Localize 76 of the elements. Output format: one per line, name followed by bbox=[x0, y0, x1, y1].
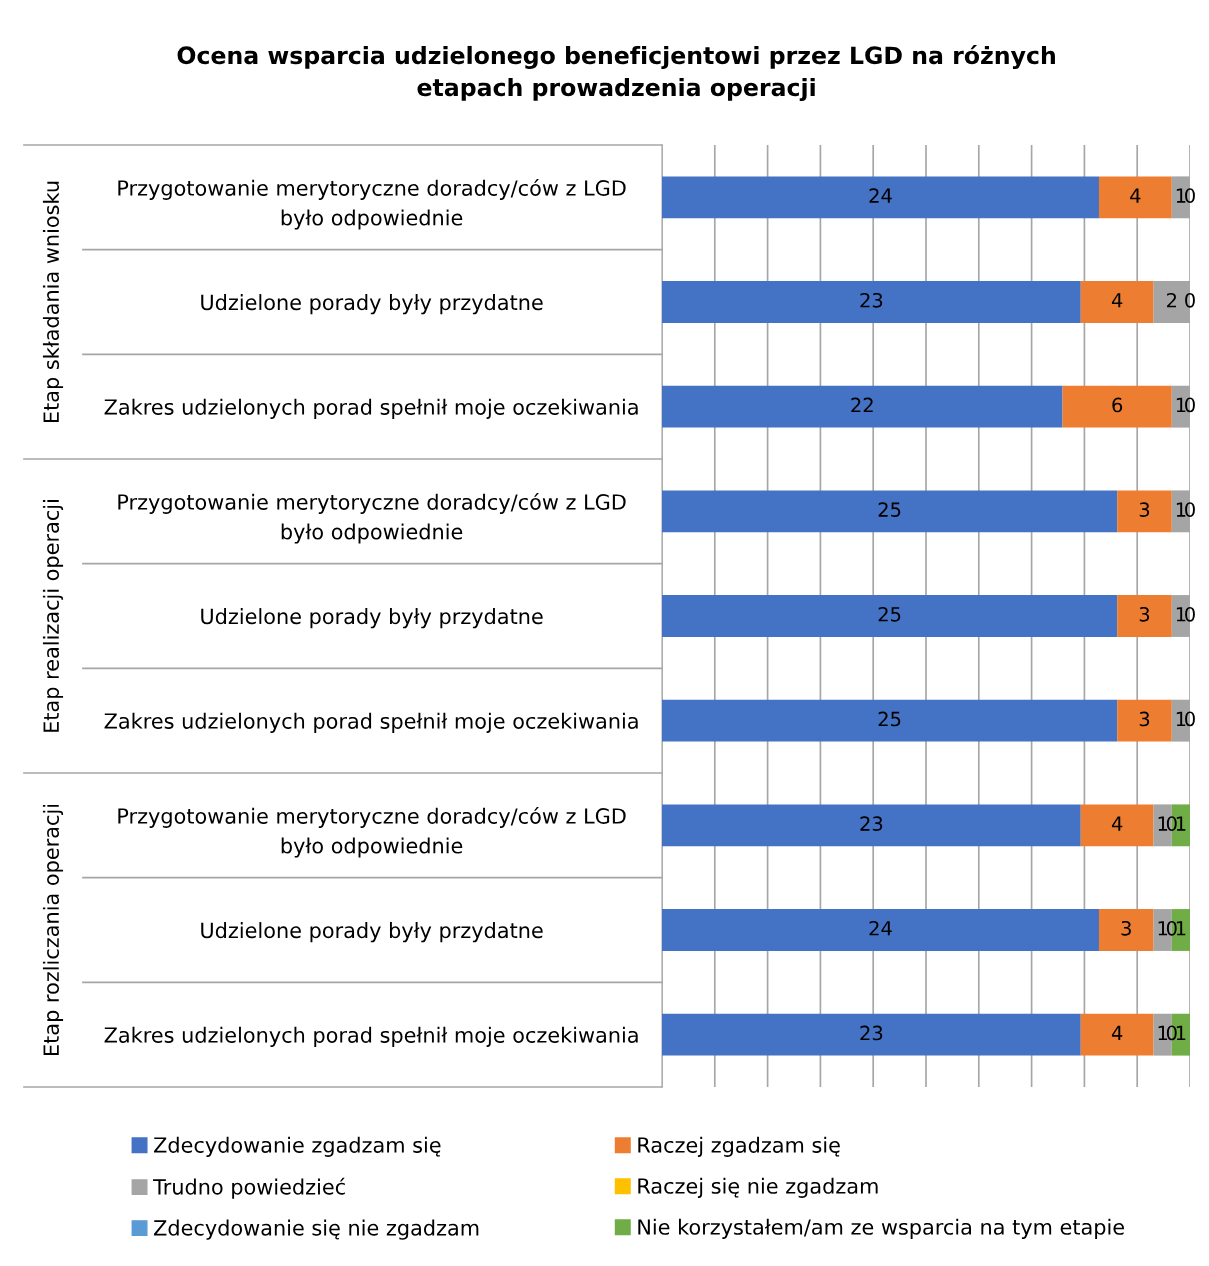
legend-label: Zdecydowanie zgadzam się bbox=[154, 1136, 441, 1157]
chart-title: Ocena wsparcia udzielonego beneficjentowi przez LGD na różnych etapach prowadzenia operacji bbox=[177, 45, 1055, 101]
data-label: 1 bbox=[1176, 607, 1186, 622]
data-label: 3 bbox=[1139, 606, 1150, 622]
bar bbox=[1080, 281, 1154, 323]
data-label: 1 bbox=[1176, 1025, 1186, 1041]
data-label: 24 bbox=[869, 188, 892, 203]
data-label: 1 bbox=[1158, 1025, 1168, 1041]
data-label: 25 bbox=[878, 502, 901, 517]
data-label: 23 bbox=[860, 816, 883, 831]
bar bbox=[662, 281, 1081, 323]
data-label: 1 bbox=[1176, 921, 1186, 936]
legend-label: Nie korzystałem/am ze wsparcia na tym etapie bbox=[638, 1218, 1124, 1239]
bar bbox=[662, 804, 1081, 847]
data-label: 24 bbox=[869, 920, 892, 936]
data-label: 0 bbox=[1166, 920, 1177, 936]
data-label: 3 bbox=[1139, 711, 1150, 727]
data-label: 0 bbox=[1185, 292, 1195, 308]
bar bbox=[1080, 804, 1154, 847]
data-label: 4 bbox=[1111, 293, 1123, 308]
data-label: 1 bbox=[1176, 502, 1186, 517]
data-label: 1 bbox=[1158, 816, 1168, 831]
data-label: 2 bbox=[1167, 292, 1177, 308]
data-label: 1 bbox=[1176, 188, 1186, 203]
bar bbox=[662, 909, 1099, 951]
text: Etap realizacji operacji bbox=[42, 500, 64, 732]
y-tick-label: Zakres udzielonych porad spełnił moje oczekiwania bbox=[104, 398, 638, 419]
data-label: 4 bbox=[1130, 188, 1141, 203]
bar bbox=[1117, 595, 1172, 637]
y-tick-label: Zakres udzielonych porad spełnił moje oczekiwania bbox=[104, 712, 638, 733]
data-label: 1 bbox=[1158, 921, 1168, 936]
bar bbox=[1117, 490, 1172, 533]
bar bbox=[662, 1013, 1081, 1056]
data-label: 4 bbox=[1111, 816, 1123, 831]
y-tick-label: Udzielone porady były przydatne bbox=[201, 294, 543, 315]
y-tick-label: Przygotowanie merytoryczne doradcy/ców z LGD było odpowiednie bbox=[118, 178, 626, 230]
y-tick-label: Udzielone porady były przydatne bbox=[201, 608, 543, 629]
y-tick-label: Zakres udzielonych porad spełnił moje oczekiwania bbox=[104, 1026, 638, 1047]
bar bbox=[662, 176, 1099, 219]
data-label: 22 bbox=[851, 397, 873, 413]
data-label: 4 bbox=[1111, 1025, 1123, 1041]
bar bbox=[1062, 385, 1172, 428]
data-label: 0 bbox=[1185, 502, 1195, 517]
text: Etap składania wniosku bbox=[42, 181, 64, 423]
data-label: 23 bbox=[860, 1025, 883, 1041]
data-label: 6 bbox=[1112, 397, 1123, 413]
data-label: 3 bbox=[1139, 502, 1150, 517]
text: Etap rozliczania operacji bbox=[42, 804, 64, 1055]
data-label: 0 bbox=[1185, 188, 1195, 203]
data-label: 0 bbox=[1185, 397, 1195, 413]
bar bbox=[662, 385, 1063, 428]
legend-label: Trudno powiedzieć bbox=[153, 1177, 345, 1199]
data-label: 3 bbox=[1121, 920, 1131, 936]
bar bbox=[1117, 699, 1172, 742]
bar bbox=[662, 595, 1118, 637]
legend-label: Raczej się nie zgadzam bbox=[638, 1177, 878, 1198]
y-tick-label: Przygotowanie merytoryczne doradcy/ców z LGD było odpowiednie bbox=[118, 806, 626, 858]
y-tick-label: Przygotowanie merytoryczne doradcy/ców z LGD było odpowiednie bbox=[118, 492, 626, 544]
data-label: 1 bbox=[1176, 816, 1186, 831]
bar bbox=[662, 699, 1118, 742]
data-label: 1 bbox=[1176, 397, 1186, 413]
bar bbox=[1080, 1013, 1154, 1056]
bar bbox=[1098, 176, 1172, 219]
legend-label: Zdecydowanie się nie zgadzam bbox=[154, 1219, 479, 1240]
data-label: 23 bbox=[860, 292, 883, 308]
legend-label: Raczej zgadzam się bbox=[638, 1136, 840, 1157]
bar bbox=[1098, 909, 1154, 951]
data-label: 0 bbox=[1185, 606, 1195, 622]
data-label: 25 bbox=[878, 711, 901, 727]
data-label: 0 bbox=[1166, 816, 1177, 831]
data-label: 25 bbox=[878, 606, 901, 622]
bar bbox=[662, 490, 1118, 533]
data-label: 0 bbox=[1185, 711, 1195, 727]
data-label: 0 bbox=[1166, 1025, 1177, 1041]
y-tick-label: Udzielone porady były przydatne bbox=[201, 922, 543, 943]
data-label: 1 bbox=[1176, 711, 1186, 727]
